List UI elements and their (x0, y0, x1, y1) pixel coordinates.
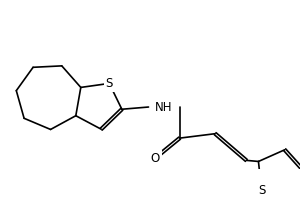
Text: NH: NH (155, 101, 173, 114)
Text: S: S (258, 184, 265, 197)
Text: S: S (106, 77, 113, 90)
Text: O: O (151, 152, 160, 165)
